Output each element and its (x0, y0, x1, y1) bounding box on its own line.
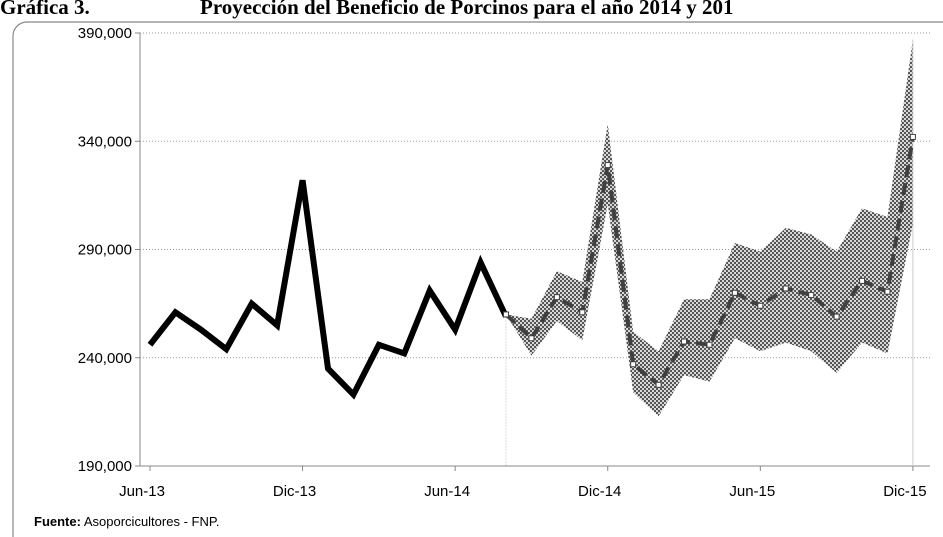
point-marker (579, 309, 586, 316)
point-marker (553, 294, 560, 301)
y-tick-label: 290,000 (78, 242, 132, 259)
source: Fuente: Asoporcicultores - FNP. (34, 514, 219, 529)
y-tick-label: 190,000 (78, 458, 132, 475)
forecast-line (504, 136, 915, 388)
chart-title: Proyección del Beneficio de Porcinos par… (200, 0, 734, 19)
chart-frame (12, 21, 943, 537)
x-tick-label: Jun-14 (424, 483, 470, 500)
point-marker (757, 302, 764, 309)
plot-area: 190,000 240,000 290,000 340,000 390,000 Jun-1… (78, 25, 930, 500)
point-marker (681, 338, 688, 345)
x-tick-label: Jun-15 (729, 483, 775, 500)
y-tick-label: 390,000 (78, 25, 132, 42)
point-marker (731, 289, 738, 296)
source-text: Asoporcicultores - FNP. (84, 514, 220, 529)
point-marker (503, 311, 510, 318)
x-tick-label: Jun-13 (119, 483, 165, 500)
point-marker (655, 381, 662, 388)
y-tick-label: 340,000 (78, 133, 132, 150)
point-marker (808, 291, 815, 298)
confidence-band (506, 39, 913, 417)
history-line (147, 179, 509, 400)
source-label: Fuente: (34, 514, 81, 529)
point-marker (884, 288, 891, 295)
y-tick-label: 240,000 (78, 350, 132, 367)
point-marker (833, 313, 840, 320)
point-marker (528, 335, 535, 342)
x-tick-label: Dic-14 (578, 483, 621, 500)
x-tick-label: Dic-13 (273, 483, 316, 500)
point-marker (909, 133, 916, 140)
figure-number: Gráfica 3. (0, 0, 90, 19)
point-marker (706, 341, 713, 348)
point-marker (630, 361, 637, 368)
point-marker (859, 277, 866, 284)
x-tick-label: Dic-15 (883, 483, 926, 500)
point-marker (782, 285, 789, 292)
point-marker (604, 162, 611, 169)
